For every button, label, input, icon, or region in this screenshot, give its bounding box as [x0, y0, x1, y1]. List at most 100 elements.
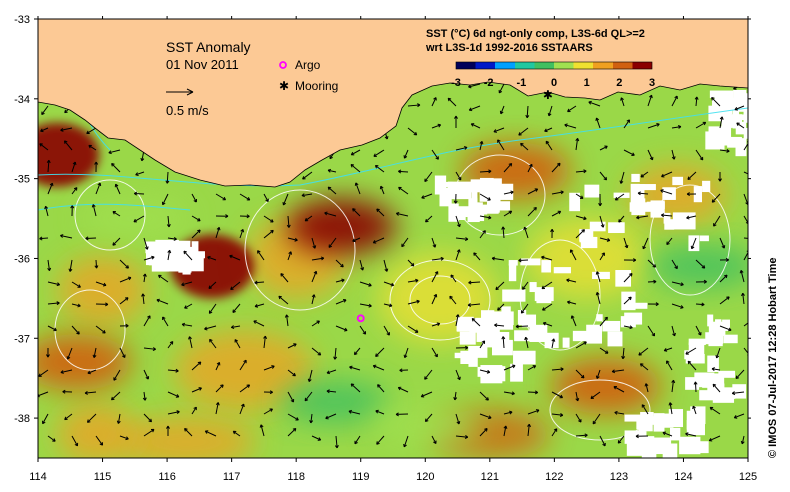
- current-vector-arrow: [207, 255, 217, 261]
- current-vector-arrow: [715, 347, 721, 359]
- current-vector-arrow: [599, 145, 608, 151]
- current-vector-arrow: [191, 215, 201, 222]
- current-vector-arrow: [733, 413, 745, 419]
- current-vector-arrow: [215, 361, 221, 371]
- warm-anomaly-region: [38, 334, 132, 391]
- current-vector-arrow: [550, 229, 555, 239]
- current-vector-arrow: [695, 325, 702, 336]
- current-vector-arrow: [614, 410, 625, 415]
- colorbar-title-line1: SST (°C) 6d ngt-only comp, L3S-6d QL>=2: [426, 28, 645, 40]
- current-vector-arrow: [515, 324, 529, 329]
- current-vector-arrow: [86, 127, 97, 135]
- x-tick-label: 123: [610, 471, 628, 483]
- current-vector-arrow: [671, 95, 678, 107]
- current-vector-arrow: [527, 206, 537, 217]
- current-vector-arrow: [575, 229, 585, 239]
- current-vector-arrow: [47, 301, 60, 306]
- current-vector-arrow: [455, 413, 461, 425]
- current-vector-arrow: [372, 364, 385, 371]
- current-vector-arrow: [719, 237, 726, 249]
- current-vector-arrow: [141, 293, 146, 305]
- current-vector-arrow: [542, 303, 553, 311]
- current-vector-arrow: [396, 211, 409, 217]
- current-vector-arrow: [455, 237, 469, 242]
- current-vector-arrow: [287, 427, 297, 437]
- current-vector-arrow: [379, 185, 385, 195]
- current-vector-arrow: [518, 258, 529, 263]
- current-vector-arrow: [167, 341, 174, 349]
- current-vector-arrow: [167, 236, 177, 241]
- x-tick-label: 125: [739, 471, 757, 483]
- current-vector-arrow: [668, 402, 673, 415]
- current-vector-arrow: [71, 325, 80, 335]
- current-vector-arrow: [527, 409, 540, 415]
- current-vector-arrow: [503, 162, 513, 173]
- current-vector-arrow: [60, 127, 73, 132]
- current-vector-arrow: [204, 325, 217, 331]
- current-vector-arrow: [471, 318, 481, 327]
- current-vector-arrow: [47, 259, 52, 272]
- current-vector-arrow: [455, 314, 460, 327]
- current-vector-arrow: [420, 391, 433, 398]
- current-vector-arrow: [403, 347, 409, 359]
- current-vector-arrow: [165, 171, 170, 184]
- current-vector-arrow: [617, 435, 625, 444]
- current-vector-arrow: [311, 256, 325, 261]
- current-vector-arrow: [711, 367, 721, 372]
- current-vector-arrow: [621, 347, 626, 360]
- cool-anomaly-region: [370, 404, 481, 449]
- current-vector-arrow: [453, 391, 458, 401]
- x-tick-label: 124: [674, 471, 692, 483]
- current-vector-arrow: [479, 215, 492, 220]
- current-vector-arrow: [334, 435, 339, 449]
- current-vector-arrow: [259, 424, 265, 437]
- current-vector-arrow: [191, 406, 197, 415]
- current-vector-arrow: [71, 187, 78, 195]
- current-vector-arrow: [636, 215, 649, 220]
- current-vector-arrow: [498, 83, 505, 94]
- current-vector-arrow: [719, 296, 730, 305]
- current-vector-arrow: [647, 122, 660, 129]
- current-vector-arrow: [44, 205, 49, 217]
- current-vector-arrow: [95, 325, 106, 334]
- cool-anomaly-region: [79, 196, 190, 241]
- current-vector-arrow: [424, 171, 433, 183]
- current-vector-arrow: [719, 116, 724, 129]
- current-vector-arrow: [133, 191, 145, 196]
- current-vector-arrow: [470, 123, 481, 129]
- current-vector-arrow: [431, 322, 441, 327]
- current-vector-arrow: [712, 383, 721, 393]
- current-vector-arrow: [383, 259, 389, 272]
- current-vector-arrow: [739, 270, 745, 283]
- current-vector-arrow: [595, 117, 601, 129]
- current-vector-arrow: [302, 171, 313, 180]
- x-tick-label: 118: [287, 471, 305, 483]
- colorbar-tick-label: -3: [451, 77, 461, 89]
- current-vector-arrow: [63, 140, 73, 151]
- current-vector-arrow: [191, 229, 201, 239]
- current-vector-arrow: [453, 193, 458, 204]
- current-vector-arrow: [503, 364, 516, 371]
- current-vector-arrow: [209, 338, 217, 349]
- current-vector-arrow: [376, 208, 385, 217]
- current-vector-arrow: [359, 303, 372, 308]
- current-vector-arrow: [374, 164, 385, 173]
- current-vector-arrow: [575, 369, 585, 379]
- x-tick-label: 117: [223, 471, 241, 483]
- current-vector-arrow: [239, 228, 245, 239]
- current-vector-arrow: [287, 251, 293, 261]
- current-vector-arrow: [671, 281, 684, 287]
- current-vector-arrow: [335, 278, 345, 283]
- current-vector-arrow: [479, 391, 489, 401]
- current-vector-arrow: [671, 379, 676, 393]
- current-vector-arrow: [647, 279, 657, 284]
- current-vector-arrow: [595, 292, 601, 305]
- current-vector-arrow: [143, 315, 151, 327]
- current-vector-arrow: [239, 214, 250, 219]
- current-vector-arrow: [230, 281, 241, 290]
- current-vector-arrow: [208, 303, 217, 314]
- current-vector-arrow: [660, 189, 673, 195]
- map-date: 01 Nov 2011: [166, 57, 239, 72]
- current-vector-arrow: [731, 391, 745, 396]
- current-vector-arrow: [263, 365, 275, 371]
